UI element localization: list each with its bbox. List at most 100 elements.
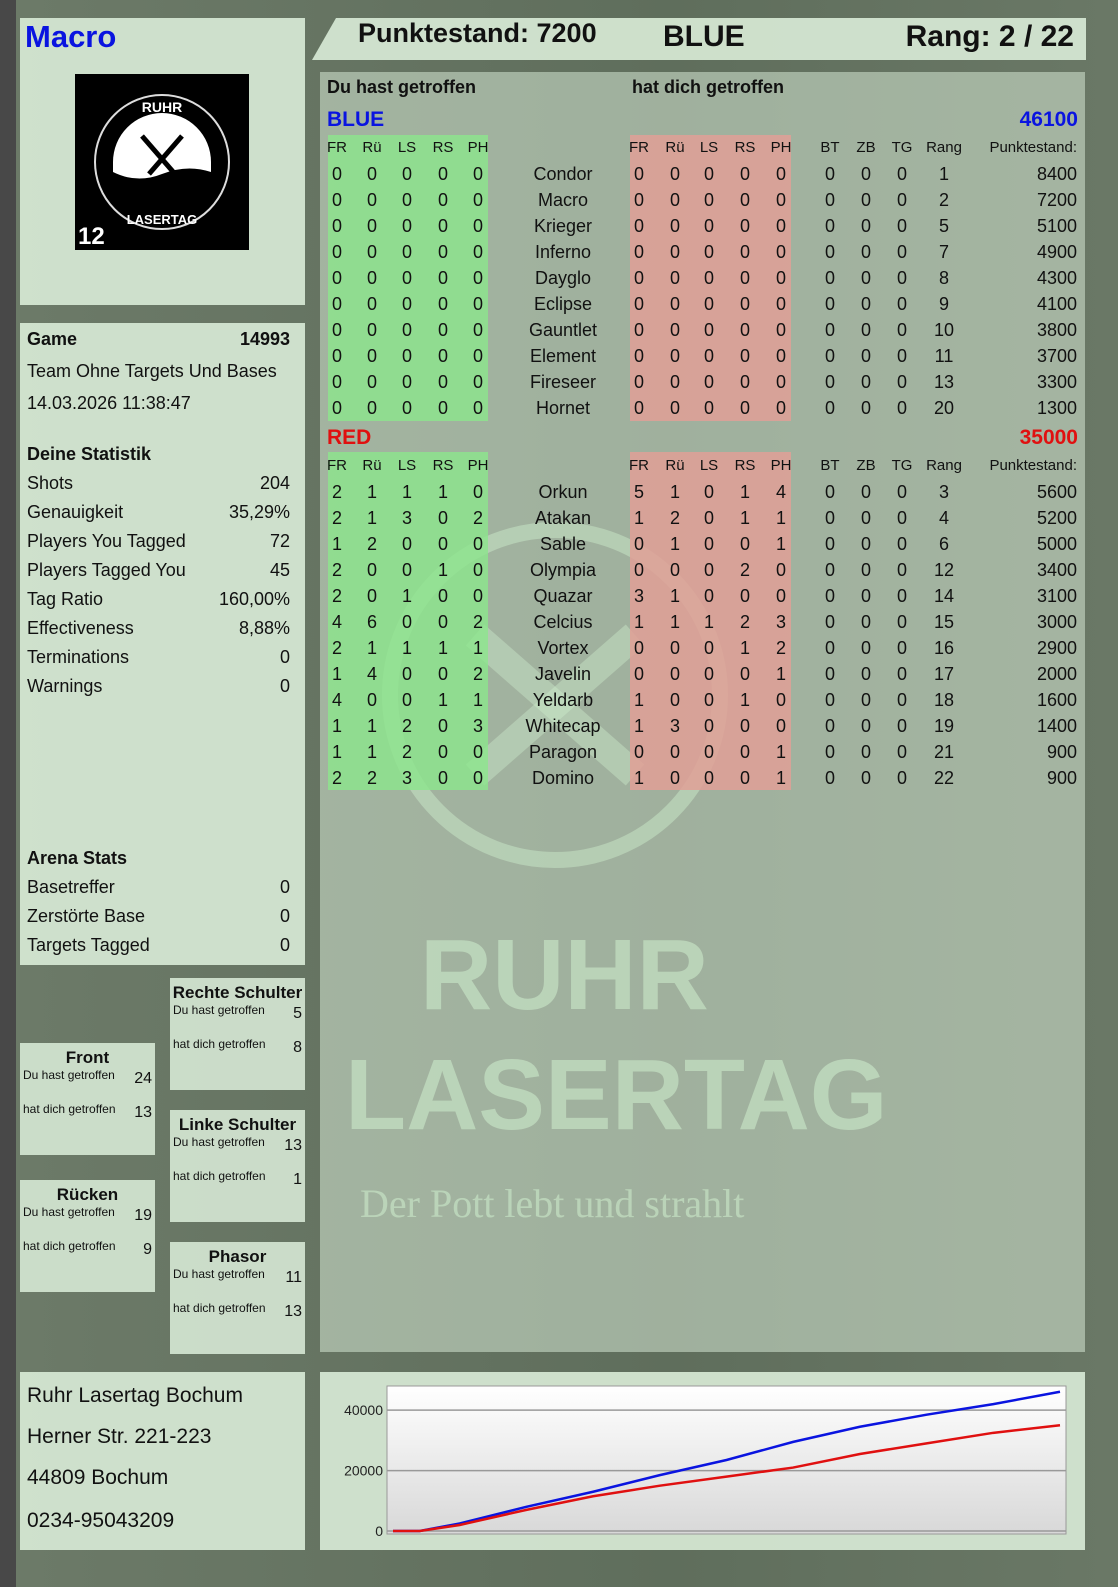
zone-got-label: hat dich getroffen (173, 1169, 266, 1183)
hit-zone-rechte-schulter: Rechte Schulter Du hast getroffen 5 hat dic… (170, 978, 305, 1090)
zone-got-label: hat dich getroffen (23, 1239, 116, 1253)
you-hit-cell: 2 (401, 716, 412, 736)
you-hit-cell: 0 (472, 216, 483, 236)
player-score: 5600 (1036, 482, 1077, 502)
player-score: 7200 (1036, 190, 1077, 210)
you-hit-cell: 0 (437, 242, 448, 262)
zone-hit-label: Du hast getroffen (173, 1003, 265, 1017)
hit-you-cell: 0 (703, 534, 714, 554)
hit-you-cell: 0 (703, 164, 714, 184)
hit-you-cell: 0 (703, 242, 714, 262)
stat-label: Players You Tagged (27, 531, 186, 551)
stat-row: Players Tagged You 45 (27, 560, 290, 581)
you-hit-cell: 2 (331, 482, 342, 502)
stat-value: 45 (269, 560, 290, 580)
stat-row: Shots 204 (27, 473, 290, 494)
hit-you-cell: 4 (775, 482, 786, 502)
you-hit-cell: 0 (331, 294, 342, 314)
zone-hit-value: 5 (293, 1005, 302, 1022)
player-bt: 0 (824, 742, 835, 762)
you-hit-cell: 0 (366, 372, 377, 392)
player-name: Atakan (534, 508, 592, 528)
hit-you-cell: 2 (739, 560, 750, 580)
you-hit-cell: 4 (366, 664, 377, 684)
you-hit-cell: 2 (331, 560, 342, 580)
player-bt: 0 (824, 586, 835, 606)
hit-you-cell: 1 (775, 534, 786, 554)
hit-you-cell: 1 (633, 716, 644, 736)
player-tg: 0 (896, 164, 907, 184)
player-tg: 0 (896, 560, 907, 580)
player-name: Whitecap (525, 716, 601, 736)
hit-you-cell: 0 (669, 690, 680, 710)
hit-you-cell: 0 (633, 398, 644, 418)
hit-you-cell: 1 (775, 664, 786, 684)
score-label: Punktestand: 7200 (358, 18, 597, 48)
player-tg: 0 (896, 508, 907, 528)
you-hit-cell: 0 (366, 242, 377, 262)
col-header: TG (891, 139, 913, 156)
zone-hit-row: Du hast getroffen 24 (20, 1068, 155, 1102)
hit-you-cell: 2 (669, 508, 680, 528)
y-tick-label: 20000 (344, 1463, 383, 1479)
stat-label: Terminations (27, 647, 130, 667)
col-header: LS (699, 457, 719, 474)
you-hit-cell: 0 (437, 398, 448, 418)
player-name: Yeldarb (532, 690, 594, 710)
hit-you-cell: 0 (633, 638, 644, 658)
you-hit-cell: 0 (331, 372, 342, 392)
hit-you-cell: 1 (739, 638, 750, 658)
hit-you-cell: 0 (739, 534, 750, 554)
player-score: 8400 (1036, 164, 1077, 184)
player-score: 3700 (1036, 346, 1077, 366)
you-hit-cell: 0 (437, 190, 448, 210)
player-rank: 4 (938, 508, 949, 528)
stat-label: Effectiveness (27, 618, 134, 638)
zone-hit-row: Du hast getroffen 19 (20, 1205, 155, 1239)
player-score: 3000 (1036, 612, 1077, 632)
hit-you-cell: 0 (703, 268, 714, 288)
player-zb: 0 (860, 294, 871, 314)
col-header-score: Punktestand: (989, 139, 1077, 156)
player-name: Macro (25, 19, 117, 54)
col-header: TG (891, 457, 913, 474)
col-header: PH (770, 139, 792, 156)
y-tick-label: 40000 (344, 1402, 383, 1418)
zone-hit-label: Du hast getroffen (23, 1068, 115, 1082)
svg-text:RUHR: RUHR (142, 99, 182, 115)
you-hit-cell: 0 (401, 164, 412, 184)
player-rank: 19 (933, 716, 955, 736)
zone-hit-value: 19 (134, 1207, 152, 1224)
player-score: 5200 (1036, 508, 1077, 528)
player-tg: 0 (896, 320, 907, 340)
arena-value: 0 (279, 877, 290, 897)
you-hit-cell: 0 (437, 216, 448, 236)
hit-you-cell: 0 (739, 242, 750, 262)
you-hit-cell: 0 (437, 320, 448, 340)
you-hit-cell: 0 (472, 560, 483, 580)
you-hit-cell: 0 (437, 716, 448, 736)
you-hit-cell: 2 (472, 664, 483, 684)
hit-you-cell: 0 (703, 638, 714, 658)
you-hit-cell: 3 (472, 716, 483, 736)
you-hit-cell: 3 (401, 768, 412, 788)
you-hit-cell: 0 (366, 268, 377, 288)
zone-got-row: hat dich getroffen 13 (170, 1301, 305, 1335)
address-phone: 0234-95043209 (27, 1509, 175, 1532)
player-score: 4300 (1036, 268, 1077, 288)
player-score: 3800 (1036, 320, 1077, 340)
col-header: Rü (665, 139, 685, 156)
hit-you-cell: 1 (633, 508, 644, 528)
team-label: BLUE (663, 20, 745, 53)
player-score: 5000 (1036, 534, 1077, 554)
player-score: 900 (1046, 742, 1077, 762)
you-hit-cell: 0 (472, 742, 483, 762)
hit-you-cell: 1 (739, 508, 750, 528)
you-hit-cell: 1 (472, 690, 483, 710)
you-hit-cell: 0 (401, 216, 412, 236)
you-hit-cell: 1 (401, 638, 412, 658)
hit-you-cell: 0 (703, 294, 714, 314)
zone-got-value: 13 (134, 1104, 152, 1121)
player-name: Fireseer (529, 372, 596, 392)
game-id: 14993 (239, 329, 290, 349)
